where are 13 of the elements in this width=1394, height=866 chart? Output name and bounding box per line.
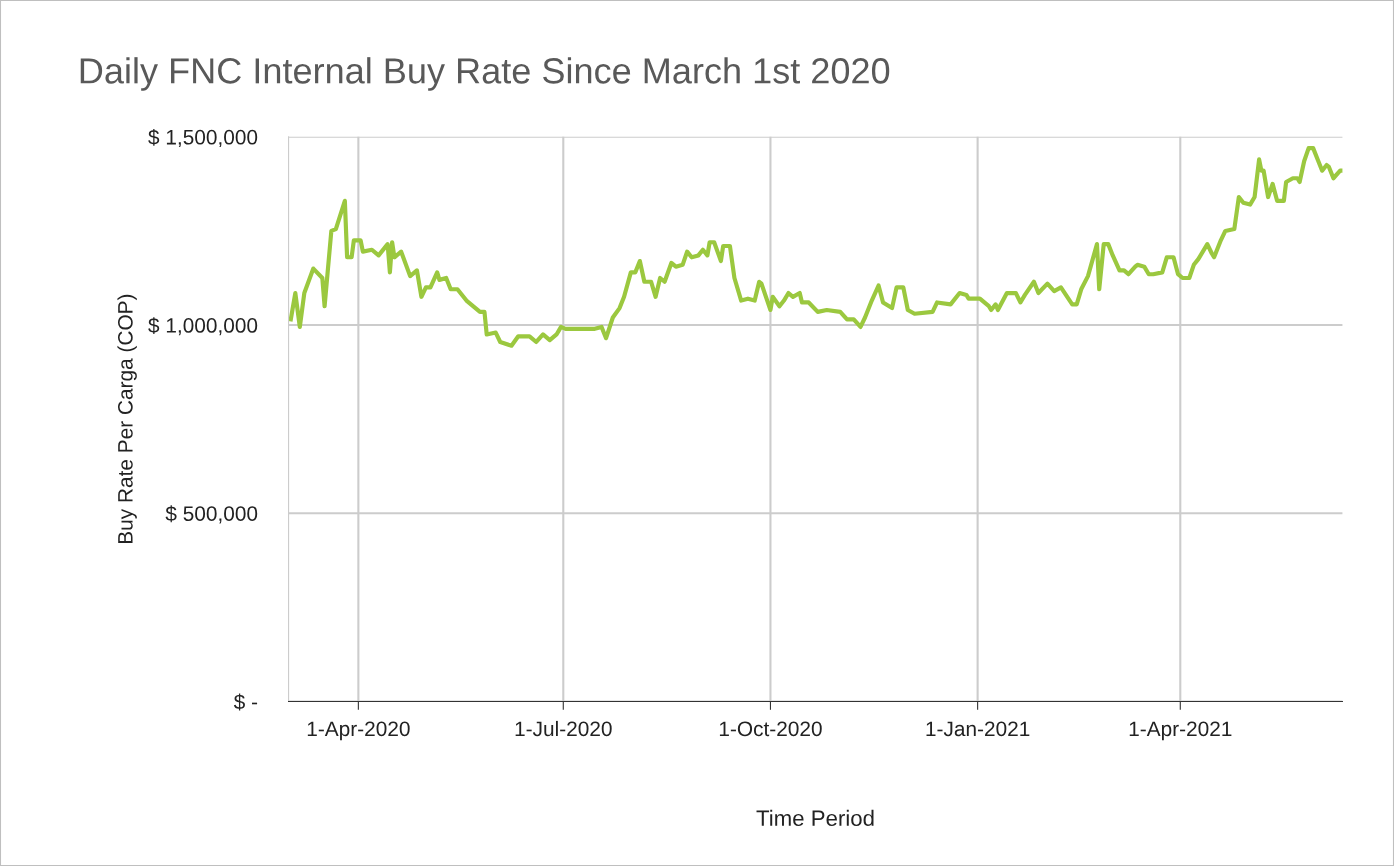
line-series [288,146,1343,348]
x-tick-label: 1-Jul-2020 [515,720,612,737]
y-axis-title: Buy Rate Per Carga (COP) [117,294,137,544]
y-tick-label: $ 1,000,000 [148,317,258,336]
chart-title: Daily FNC Internal Buy Rate Since March 1st 2020 [80,57,890,91]
x-axis-title: Time Period [756,809,874,827]
x-tick-label: 1-Apr-2020 [307,721,410,741]
y-tick-label: $ 1,500,000 [148,128,258,148]
x-tick-label: 1-Jan-2021 [926,721,1030,737]
y-tick-label: $ - [233,693,258,711]
x-tick-label: 1-Apr-2021 [1129,721,1232,741]
x-tick-label: 1-Oct-2020 [719,721,822,737]
y-tick-label: $ 500,000 [165,505,258,524]
